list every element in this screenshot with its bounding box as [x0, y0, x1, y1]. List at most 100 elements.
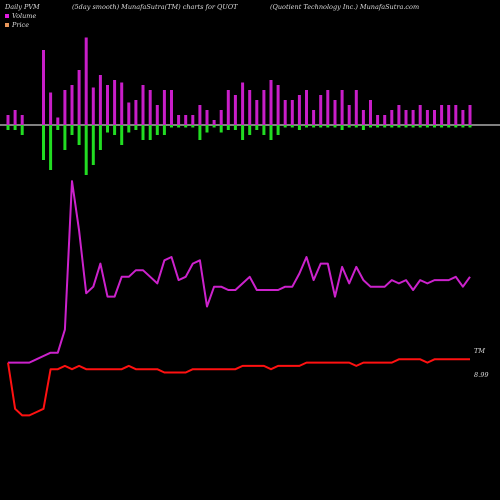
pvm-up-bar	[411, 110, 415, 125]
pvm-up-bar	[333, 100, 337, 125]
pvm-up-bar	[319, 95, 323, 125]
pvm-up-bar	[361, 110, 365, 125]
pvm-down-bar	[347, 125, 351, 128]
chart-header-middle: (5day smooth) MunafaSutra(TM) charts for…	[72, 3, 238, 11]
pvm-down-bar	[340, 125, 344, 130]
pvm-down-bar	[390, 125, 394, 128]
pvm-down-bar	[248, 125, 252, 135]
pvm-down-bar	[205, 125, 209, 133]
pvm-down-bar	[6, 125, 10, 130]
pvm-down-bar	[312, 125, 316, 128]
volume-end-label: TM	[474, 347, 485, 355]
pvm-up-bar	[248, 90, 252, 125]
pvm-down-bar	[262, 125, 266, 135]
pvm-up-bar	[56, 117, 60, 125]
pvm-up-bar	[255, 100, 259, 125]
pvm-up-bar	[326, 90, 330, 125]
pvm-down-bar	[297, 125, 301, 130]
pvm-down-bar	[290, 125, 294, 128]
pvm-up-bar	[191, 115, 195, 125]
legend-volume-label: Volume	[12, 12, 37, 20]
pvm-up-bar	[376, 115, 380, 125]
pvm-up-bar	[13, 110, 17, 125]
pvm-down-bar	[269, 125, 273, 140]
pvm-down-bar	[418, 125, 422, 128]
pvm-up-bar	[354, 90, 358, 125]
pvm-up-bar	[305, 90, 308, 125]
pvm-down-bar	[461, 125, 465, 128]
pvm-down-bar	[369, 125, 372, 128]
pvm-down-bar	[162, 125, 166, 135]
pvm-down-bar	[226, 125, 230, 130]
pvm-down-bar	[305, 125, 308, 128]
pvm-down-bar	[141, 125, 145, 140]
pvm-up-bar	[404, 110, 408, 125]
pvm-down-bar	[198, 125, 202, 140]
pvm-up-bar	[269, 80, 273, 125]
pvm-up-bar	[297, 95, 301, 125]
legend-volume: Volume	[5, 12, 36, 20]
pvm-up-bar	[212, 120, 216, 125]
pvm-down-bar	[276, 125, 280, 135]
pvm-up-bar	[233, 95, 237, 125]
pvm-up-bar	[141, 85, 145, 125]
pvm-up-bar	[205, 110, 209, 125]
pvm-up-bar	[383, 115, 387, 125]
pvm-up-bar	[397, 105, 401, 125]
pvm-down-bar	[411, 125, 415, 128]
pvm-down-bar	[56, 125, 60, 130]
legend-volume-swatch	[5, 14, 9, 18]
pvm-up-bar	[418, 105, 422, 125]
pvm-down-bar	[326, 125, 330, 128]
pvm-down-bar	[191, 125, 195, 128]
pvm-up-bar	[70, 85, 74, 125]
pvm-down-bar	[170, 125, 173, 128]
pvm-down-bar	[376, 125, 380, 128]
pvm-down-bar	[177, 125, 181, 128]
pvm-up-bar	[447, 105, 451, 125]
pvm-up-bar	[120, 82, 124, 125]
pvm-up-bar	[219, 110, 223, 125]
pvm-up-bar	[347, 105, 351, 125]
pvm-down-bar	[333, 125, 337, 128]
pvm-down-bar	[383, 125, 387, 128]
pvm-down-bar	[77, 125, 81, 145]
pvm-down-bar	[155, 125, 159, 135]
pvm-up-bar	[148, 90, 152, 125]
pvm-down-bar	[13, 125, 17, 130]
pvm-up-bar	[177, 115, 181, 125]
pvm-down-bar	[468, 125, 472, 128]
chart-header-left: Daily PVM	[5, 3, 40, 11]
legend-price-swatch	[5, 23, 9, 27]
pvm-up-bar	[226, 90, 230, 125]
pvm-down-bar	[241, 125, 245, 140]
pvm-up-bar	[20, 115, 24, 125]
pvm-down-bar	[98, 125, 102, 150]
pvm-up-bar	[241, 82, 245, 125]
pvm-down-bar	[433, 125, 436, 128]
pvm-down-bar	[134, 125, 138, 130]
pvm-down-bar	[113, 125, 117, 135]
pvm-up-bar	[440, 105, 444, 125]
pvm-up-bar	[425, 110, 429, 125]
legend-price-label: Price	[12, 21, 30, 29]
pvm-down-bar	[319, 125, 323, 128]
pvm-down-bar	[219, 125, 223, 133]
pvm-up-bar	[461, 110, 465, 125]
pvm-down-bar	[404, 125, 408, 128]
pvm-down-bar	[120, 125, 124, 145]
pvm-up-bar	[77, 70, 81, 125]
pvm-down-bar	[212, 125, 216, 128]
pvm-down-bar	[184, 125, 188, 128]
pvm-up-bar	[63, 90, 67, 125]
pvm-down-bar	[425, 125, 429, 128]
pvm-up-bar	[340, 90, 344, 125]
pvm-down-bar	[20, 125, 24, 135]
pvm-down-bar	[148, 125, 152, 140]
pvm-down-bar	[361, 125, 365, 130]
chart-header-right: (Quotient Technology Inc.) MunafaSutra.c…	[270, 3, 420, 11]
pvm-down-bar	[70, 125, 74, 135]
pvm-up-bar	[290, 100, 294, 125]
pvm-down-bar	[91, 125, 95, 165]
pvm-down-bar	[454, 125, 458, 128]
